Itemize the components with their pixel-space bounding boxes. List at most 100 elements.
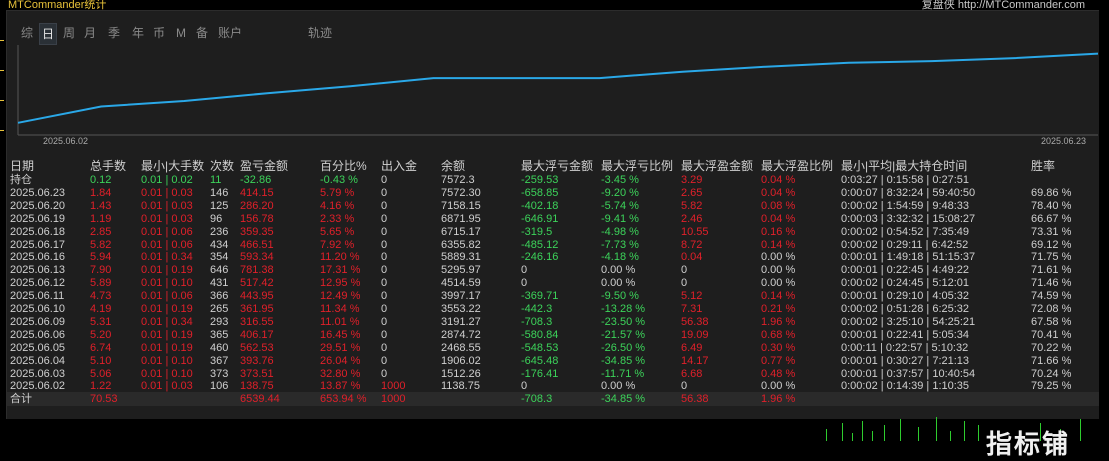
cell-percent: 29.51 %	[320, 341, 361, 354]
tab-2[interactable]: 周	[62, 26, 75, 40]
tab-8[interactable]: 备	[195, 26, 208, 40]
table-row[interactable]: 2025.06.02 1.22 0.01 | 0.03 106 138.75 13.87 …	[7, 379, 1100, 393]
cell-total-lots: 7.90	[90, 264, 112, 277]
cell-max-float-profit-pct: 0.68 %	[761, 328, 796, 341]
table-row[interactable]: 2025.06.03 5.06 0.01 | 0.10 373 373.51 32.80 …	[7, 367, 1100, 381]
cell-hold-time: 0:00:02 | 0:14:39 | 1:10:35	[841, 380, 970, 393]
table-row[interactable]: 2025.06.11 4.73 0.01 | 0.06 366 443.95 12.49 …	[7, 289, 1100, 303]
total-row[interactable]: 合计 70.53 6539.44 653.94 % 1000 -708.3 -34.85 %…	[7, 392, 1100, 407]
cell-max-float-loss: -319.5	[521, 225, 553, 238]
cell-max-float-loss: -708.3	[521, 393, 553, 406]
header-date[interactable]: 日期	[10, 159, 35, 173]
background-bar	[842, 423, 843, 441]
cell-in-out: 1000	[381, 393, 406, 406]
table-row[interactable]: 2025.06.13 7.90 0.01 | 0.19 646 781.38 17.31 …	[7, 263, 1100, 277]
tab-7[interactable]: M	[176, 26, 186, 40]
cell-percent: 16.45 %	[320, 328, 361, 341]
cell-trade-count: 646	[210, 264, 229, 277]
cell-hold-time: 0:00:02 | 0:54:52 | 7:35:49	[841, 225, 970, 238]
table-row[interactable]: 2025.06.10 4.19 0.01 | 0.19 265 361.95 11.34 …	[7, 302, 1100, 316]
cell-max-float-loss: 0	[521, 380, 528, 393]
tab-1[interactable]: 日	[39, 23, 57, 45]
cell-max-float-profit-pct: 0.00 %	[761, 251, 796, 264]
table-row[interactable]: 2025.06.16 5.94 0.01 | 0.34 354 593.34 11.20 …	[7, 250, 1100, 264]
background-bar	[1060, 429, 1061, 441]
cell-max-float-profit: 0	[681, 277, 688, 290]
table-row[interactable]: 2025.06.05 6.74 0.01 | 0.19 460 562.53 29.51 …	[7, 341, 1100, 355]
cell-max-float-profit: 8.72	[681, 238, 703, 251]
header-percent[interactable]: 百分比%	[320, 159, 367, 173]
cell-max-float-loss-pct: -9.20 %	[601, 186, 639, 199]
cell-percent: 26.04 %	[320, 354, 361, 367]
cell-max-float-profit: 0	[681, 380, 688, 393]
tab-5[interactable]: 年	[131, 26, 144, 40]
table-row[interactable]: 2025.06.18 2.85 0.01 | 0.06 236 359.35 5.65 %…	[7, 225, 1100, 239]
cell-percent: 11.20 %	[320, 251, 360, 264]
cell-trade-count: 373	[210, 367, 229, 380]
cell-max-float-loss: -402.18	[521, 199, 559, 212]
tab-9[interactable]: 账户	[217, 26, 242, 40]
header-total-lots[interactable]: 总手数	[90, 159, 127, 173]
table-row[interactable]: 2025.06.09 5.31 0.01 | 0.34 293 316.55 11.01 …	[7, 315, 1100, 329]
cell-max-float-loss: -708.3	[521, 315, 553, 328]
cell-max-float-loss-pct: -21.57 %	[601, 328, 646, 341]
cell-balance: 7158.15	[441, 199, 481, 212]
cell-balance: 4514.59	[441, 277, 481, 290]
cell-total-lots: 1.84	[90, 186, 112, 199]
background-bar	[884, 425, 885, 441]
cell-max-float-loss-pct: -4.98 %	[601, 225, 639, 238]
cell-date: 2025.06.16	[10, 251, 66, 264]
cell-balance: 5889.31	[441, 251, 481, 264]
table-row[interactable]: 2025.06.04 5.10 0.01 | 0.10 367 393.76 26.04 …	[7, 354, 1100, 368]
holding-row[interactable]: 持仓 0.12 0.01 | 0.02 11 -32.86 -0.43 % 0 7572.3 -…	[7, 173, 1100, 187]
background-bar	[936, 417, 937, 441]
cell-win-rate: 71.75 %	[1031, 251, 1072, 264]
header-max-float-loss[interactable]: 最大浮亏金额	[521, 159, 594, 173]
cell-max-float-loss: -645.48	[521, 354, 559, 367]
tab-10[interactable]: 轨迹	[307, 26, 332, 40]
cell-total-lots: 6.74	[90, 341, 112, 354]
table-row[interactable]: 2025.06.12 5.89 0.01 | 0.10 431 517.42 12.95 …	[7, 276, 1100, 290]
cell-date: 2025.06.13	[10, 264, 66, 277]
cell-percent: 11.01 %	[320, 315, 360, 328]
header-pnl-amount[interactable]: 盈亏金额	[240, 159, 289, 173]
tab-4[interactable]: 季	[107, 26, 120, 40]
table-row[interactable]: 2025.06.19 1.19 0.01 | 0.03 96 156.78 2.33 % 0…	[7, 212, 1100, 226]
header-max-float-profit-pct[interactable]: 最大浮盈比例	[761, 159, 834, 173]
tab-6[interactable]: 币	[152, 26, 165, 40]
cell-pnl-amount: 781.38	[240, 264, 274, 277]
cell-max-float-profit: 10.55	[681, 225, 709, 238]
cell-max-float-profit-pct: 0.00 %	[761, 380, 796, 393]
header-in-out[interactable]: 出入金	[381, 159, 418, 173]
cell-max-float-loss-pct: 0.00 %	[601, 264, 636, 277]
table-row[interactable]: 2025.06.17 5.82 0.01 | 0.06 434 466.51 7.92 %…	[7, 238, 1100, 252]
cell-total-lots: 5.06	[90, 367, 112, 380]
cell-hold-time: 0:03:27 | 0:15:58 | 0:27:51	[841, 174, 970, 186]
header-min-max-lots[interactable]: 最小|大手数	[141, 159, 205, 173]
background-bar	[900, 419, 901, 441]
header-balance[interactable]: 余额	[441, 159, 466, 173]
cell-percent: 12.95 %	[320, 277, 361, 290]
cell-date: 2025.06.20	[10, 199, 66, 212]
tab-3[interactable]: 月	[83, 26, 96, 40]
header-max-float-profit[interactable]: 最大浮盈金额	[681, 159, 754, 173]
table-row[interactable]: 2025.06.06 5.20 0.01 | 0.19 365 406.17 16.45 …	[7, 328, 1100, 342]
cell-max-float-loss-pct: -9.41 %	[601, 212, 639, 225]
header-max-float-loss-pct[interactable]: 最大浮亏比例	[601, 159, 674, 173]
table-row[interactable]: 2025.06.20 1.43 0.01 | 0.03 125 286.20 4.16 %…	[7, 199, 1100, 213]
cell-percent: -0.43 %	[320, 174, 358, 186]
cell-win-rate: 74.59 %	[1031, 290, 1072, 303]
cell-date: 2025.06.10	[10, 303, 66, 315]
header-hold-time[interactable]: 最小|平均|最大持仓时间	[841, 159, 968, 173]
cell-date: 2025.06.12	[10, 277, 66, 290]
cell-balance: 1906.02	[441, 354, 481, 367]
cell-max-float-profit-pct: 0.04 %	[761, 186, 796, 199]
equity-line	[17, 52, 1099, 124]
cell-min-max-lots: 0.01 | 0.10	[141, 277, 193, 290]
table-row[interactable]: 2025.06.23 1.84 0.01 | 0.03 146 414.15 5.79 %…	[7, 186, 1100, 200]
header-win-rate[interactable]: 胜率	[1031, 159, 1056, 173]
header-trade-count[interactable]: 次数	[210, 159, 235, 173]
cell-pnl-amount: 359.35	[240, 225, 274, 238]
cell-max-float-loss-pct: -9.50 %	[601, 290, 639, 303]
tab-0[interactable]: 综	[20, 26, 33, 40]
